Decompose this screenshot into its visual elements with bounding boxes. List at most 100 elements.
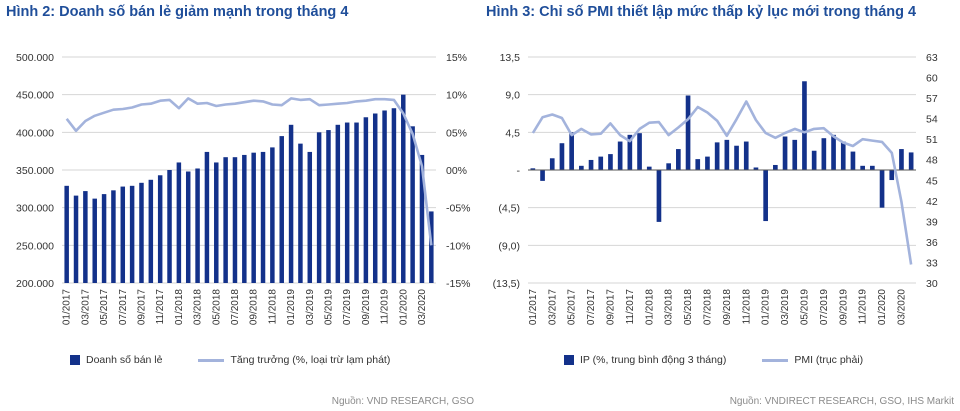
- bar: [382, 110, 387, 283]
- left-axis-tick-label: 300.000: [16, 203, 54, 215]
- bar: [204, 151, 210, 283]
- x-axis-tick-label: 05/2018: [211, 289, 222, 326]
- bar: [656, 170, 662, 222]
- bar: [298, 143, 303, 283]
- bar: [260, 151, 266, 283]
- bar: [363, 117, 369, 284]
- x-axis-tick-label: 03/2018: [664, 289, 675, 326]
- bar: [821, 138, 827, 170]
- retail-sales-chart-panel: Hình 2: Doanh số bán lẻ giảm mạnh trong …: [6, 4, 474, 407]
- bar: [157, 175, 163, 283]
- x-axis-tick-label: 09/2019: [361, 289, 372, 326]
- bar: [627, 134, 633, 170]
- bar: [92, 198, 97, 283]
- left-axis-tick-label: (4,5): [498, 203, 520, 215]
- right-axis-tick-label: -15%: [446, 278, 471, 290]
- right-axis-tick-label: 63: [926, 52, 938, 64]
- bar: [111, 190, 116, 283]
- x-axis-tick-label: 11/2019: [380, 289, 391, 325]
- right-axis-tick-label: 57: [926, 93, 938, 105]
- bar: [316, 132, 322, 283]
- bar: [588, 159, 594, 170]
- x-axis-tick-label: 03/2017: [80, 289, 91, 326]
- legend-label: Tăng trưởng (%, loại trừ lạm phát): [230, 354, 391, 366]
- bar: [908, 152, 914, 170]
- x-axis-tick-label: 11/2017: [625, 289, 636, 325]
- bar: [129, 185, 135, 283]
- x-axis-tick-label: 05/2017: [567, 289, 578, 326]
- legend-label: PMI (trục phải): [794, 354, 864, 366]
- x-axis-tick-label: 07/2017: [586, 289, 597, 326]
- bar: [705, 156, 710, 170]
- bar: [354, 122, 359, 283]
- bar: [753, 167, 759, 170]
- x-axis-tick-label: 11/2017: [155, 289, 166, 325]
- x-axis-tick-label: 03/2020: [417, 289, 428, 326]
- bar: [419, 154, 425, 283]
- pmi-ip-chart: (13,5) (9,0) (4,5) - 4,5 9,0 13,5 30 33 36 39 42 45 4…: [493, 52, 938, 326]
- x-axis-tick-label: 01/2018: [174, 289, 185, 326]
- bar: [559, 143, 565, 170]
- bar: [646, 166, 652, 170]
- x-axis-tick-label: 09/2019: [838, 289, 849, 326]
- bar: [879, 170, 885, 208]
- retail-sales-chart: 200.000 250.000 300.000 350.000 400.000 450.0…: [16, 52, 471, 326]
- x-axis-tick-label: 07/2019: [819, 289, 830, 326]
- right-axis-tick-label: 42: [926, 196, 938, 208]
- line-swatch-icon: [762, 358, 789, 362]
- bar: [850, 151, 856, 170]
- x-axis-tick-label: 07/2018: [230, 289, 241, 326]
- bar: [279, 136, 284, 283]
- bar: [270, 147, 275, 283]
- chart-source: Nguồn: VND RESEARCH, GSO: [331, 396, 474, 407]
- left-axis-tick-label: 450.000: [16, 90, 54, 102]
- right-axis-tick-label: 00%: [446, 165, 467, 177]
- x-axis-tick-label: 01/2019: [286, 289, 297, 326]
- bar: [391, 108, 397, 283]
- bar: [344, 122, 350, 283]
- left-axis-tick-label: 250.000: [16, 240, 54, 252]
- x-axis-tick-label: 07/2019: [342, 289, 353, 326]
- right-axis-tick-label: 36: [926, 237, 938, 249]
- chart-title: Hình 3: Chỉ số PMI thiết lập mức thấp kỷ…: [486, 4, 917, 20]
- left-axis-tick-label: 350.000: [16, 165, 54, 177]
- bar: [148, 179, 154, 283]
- pmi-chart-panel: Hình 3: Chỉ số PMI thiết lập mức thấp kỷ…: [480, 0, 960, 411]
- x-axis-tick-label: 01/2017: [528, 289, 539, 326]
- right-axis-tick-label: 15%: [446, 52, 467, 64]
- x-axis-tick-label: 05/2017: [99, 289, 110, 326]
- legend-item-growth: Tăng trưởng (%, loại trừ lạm phát): [198, 354, 390, 366]
- bar: [802, 81, 807, 170]
- bar: [195, 168, 200, 283]
- bar: [870, 165, 875, 170]
- bar: [598, 156, 604, 170]
- legend-item-ip: IP (%, trung bình động 3 tháng): [564, 354, 726, 366]
- bar: [429, 211, 434, 283]
- bar: [307, 151, 313, 283]
- bar: [724, 139, 730, 170]
- bar: [579, 165, 584, 170]
- x-axis-tick-label: 01/2019: [761, 289, 772, 326]
- bar: [401, 94, 406, 284]
- right-axis-tick-label: 60: [926, 73, 938, 85]
- series-line: [65, 97, 433, 246]
- line-swatch-icon: [198, 358, 225, 362]
- bar: [214, 162, 219, 283]
- bar: [410, 126, 415, 283]
- bar: [666, 163, 671, 170]
- right-axis-tick-label: 39: [926, 216, 938, 228]
- bar: [734, 145, 739, 170]
- x-axis-tick-label: 03/2017: [547, 289, 558, 326]
- legend-item-retail-sales: Doanh số bán lẻ: [70, 354, 162, 366]
- right-axis-tick-label: 10%: [446, 90, 467, 102]
- left-axis-tick-label: (9,0): [498, 240, 520, 252]
- bar: [232, 157, 238, 283]
- bar: [288, 124, 294, 283]
- x-axis-tick-label: 05/2018: [683, 289, 694, 326]
- bar: [637, 133, 642, 170]
- bar: [792, 139, 798, 170]
- x-axis-tick-label: 03/2018: [193, 289, 204, 326]
- bar: [540, 170, 545, 181]
- bar: [101, 194, 107, 283]
- x-axis-tick-label: 05/2019: [323, 289, 334, 326]
